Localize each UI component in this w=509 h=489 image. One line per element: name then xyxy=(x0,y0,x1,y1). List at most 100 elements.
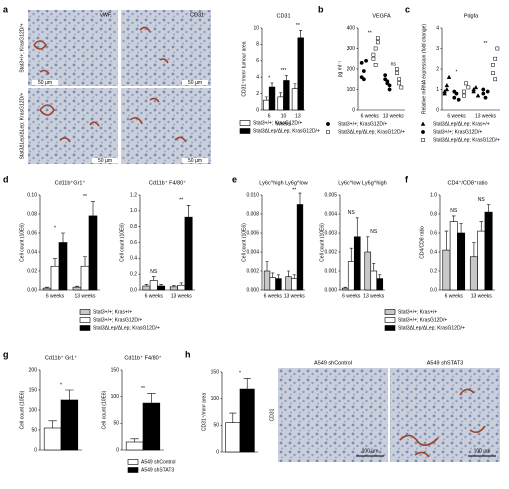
y-tick-label: 0.001 xyxy=(324,268,337,274)
significance: NS xyxy=(348,210,356,216)
significance: ** xyxy=(484,41,488,47)
y-tick-label: 0.005 xyxy=(324,192,337,198)
legend-label: Stat3+/+; KrasG12D/+ xyxy=(93,317,142,323)
y-axis-label: Cell count (10E6) xyxy=(101,390,107,429)
bar xyxy=(291,278,298,291)
column-label: vWF xyxy=(100,12,112,18)
scale-label: 100 µm xyxy=(362,448,379,454)
point xyxy=(473,84,479,90)
y-tick-label: 150 xyxy=(111,367,120,373)
significance: * xyxy=(239,371,241,377)
point xyxy=(444,86,450,92)
bar xyxy=(285,276,292,291)
legend-label: A549 shControl xyxy=(141,459,175,465)
error-bar xyxy=(298,192,302,205)
panel-label: f xyxy=(405,174,409,184)
point xyxy=(371,56,376,61)
point xyxy=(462,89,466,94)
point xyxy=(495,46,500,51)
point xyxy=(373,63,378,67)
panel-label: e xyxy=(232,174,237,184)
stain xyxy=(33,26,187,143)
y-tick-label: 1 xyxy=(436,87,439,93)
y-tick-label: 0.004 xyxy=(324,211,337,217)
error-bar xyxy=(172,284,176,287)
error-bar xyxy=(355,217,359,237)
bar xyxy=(277,96,284,111)
stain xyxy=(399,388,486,458)
y-axis-label: Cell count (10E6) xyxy=(119,223,125,262)
point xyxy=(420,121,426,126)
panel-label: a xyxy=(3,4,9,14)
scale-label: 50 µm xyxy=(38,80,52,86)
bar xyxy=(275,278,282,291)
point xyxy=(326,130,330,134)
column-label: A549 shControl xyxy=(314,360,352,366)
bar xyxy=(353,236,361,291)
scale-box xyxy=(182,158,208,163)
y-tick-label: 0.002 xyxy=(246,268,259,274)
bar xyxy=(370,270,378,291)
legend-label: Stat3ΔLep/ΔLep; KrasG12D/+ xyxy=(398,325,465,331)
legend-swatch xyxy=(239,120,251,126)
point xyxy=(481,87,486,92)
x-tick-label: 6 weeks xyxy=(264,293,283,299)
error-bar xyxy=(284,75,288,81)
legend-label: Stat3ΔLep/ΔLep; KrasG12D/+ xyxy=(338,129,405,135)
panel-h-images: A549 shControl A549 shSTAT3 CD31 100 µm … xyxy=(269,360,500,462)
chart-title: Ly6c^high Ly6g^low xyxy=(259,180,308,186)
bar xyxy=(484,211,493,291)
scale-box xyxy=(92,158,118,163)
point xyxy=(462,93,466,98)
row-label: Stat3ΔLep/ΔLep; KrasG12D/+ xyxy=(19,92,25,159)
error-bar xyxy=(83,256,87,267)
x-tick-label: 6 weeks xyxy=(145,293,164,299)
bar xyxy=(72,286,82,291)
y-tick-label: 0.000 xyxy=(324,287,337,293)
y-tick-label: 0.2 xyxy=(430,268,437,274)
scale-label: 50 µm xyxy=(188,158,202,164)
point xyxy=(442,91,447,96)
significance: ** xyxy=(296,23,300,29)
error-bar xyxy=(277,274,280,279)
error-bar xyxy=(472,242,476,257)
significance: * xyxy=(268,75,270,81)
significance: * xyxy=(456,70,458,76)
y-axis-label: CD31⁺/mm² tumour area xyxy=(241,41,247,96)
point xyxy=(471,89,476,94)
error-bar xyxy=(444,230,449,251)
y-tick-label: 0 xyxy=(216,449,219,455)
x-tick-label: 13 weeks xyxy=(171,293,193,299)
legend-swatch xyxy=(239,128,251,134)
bar xyxy=(125,441,144,451)
scale-box xyxy=(32,80,58,85)
significance: ** xyxy=(179,198,183,204)
y-tick-label: 1.0 xyxy=(130,208,137,214)
point xyxy=(361,77,366,82)
chart-title: Cd11b⁺Gr1⁺ xyxy=(55,179,86,186)
scale-label: 50 µm xyxy=(98,158,112,164)
y-tick-label: 0.008 xyxy=(246,211,259,217)
y-tick-label: 50 xyxy=(113,421,119,427)
legend-swatch xyxy=(384,317,396,323)
error-bar xyxy=(265,261,269,271)
error-bar xyxy=(53,258,57,267)
y-tick-label: 0 xyxy=(34,447,37,453)
micrograph xyxy=(390,368,500,462)
y-tick-label: 400 xyxy=(347,25,356,31)
point xyxy=(326,122,330,126)
significance: NS xyxy=(370,229,378,235)
bar xyxy=(263,270,271,291)
error-bar xyxy=(486,204,491,213)
y-tick-label: 1.2 xyxy=(130,192,137,198)
panel-a-images: vWF CD31 Stat3+/+; KrasG12D/+ Stat3ΔLep/… xyxy=(19,10,211,164)
legend-label: Stat3ΔLep/ΔLep; KrasG12D/+ xyxy=(253,128,320,134)
legend-label: Stat3+/+; Kras+/+ xyxy=(93,309,132,315)
error-bar xyxy=(229,412,237,423)
error-bar xyxy=(243,378,251,390)
y-tick-label: 0.2 xyxy=(130,271,137,277)
x-tick-label: 13 weeks xyxy=(284,293,306,299)
x-tick-label: 10 xyxy=(281,113,287,119)
bar xyxy=(283,80,290,111)
bar xyxy=(268,86,276,111)
